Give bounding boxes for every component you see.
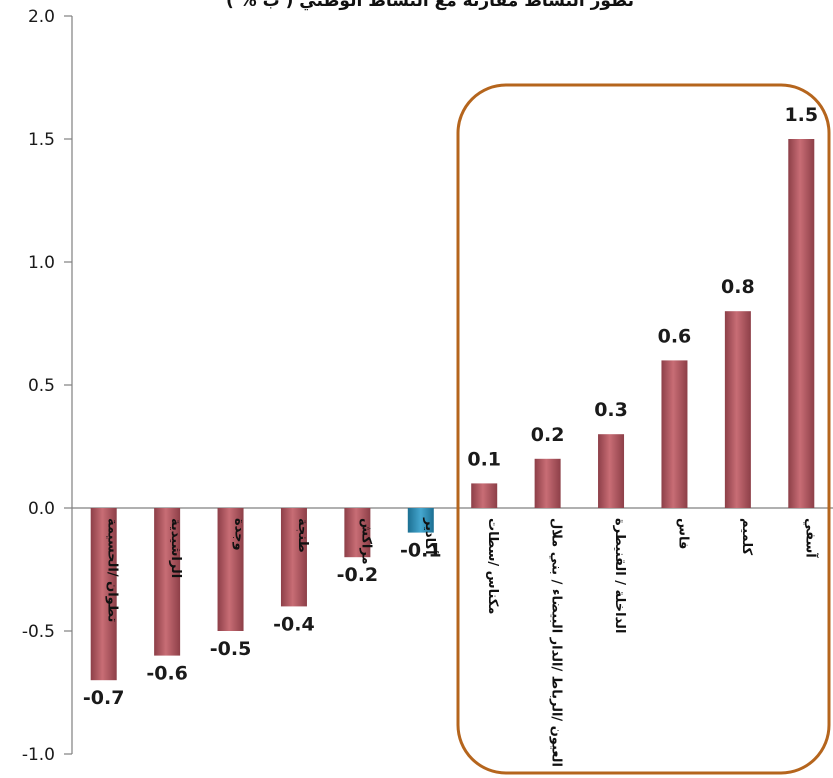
- data-label: 0.8: [721, 276, 755, 298]
- y-axis-ticks: 2.0 1.5 1.0 0.5 0.0 -0.5 -1.0: [22, 7, 72, 765]
- bar: [90, 508, 117, 681]
- data-label: -0.7: [83, 687, 125, 709]
- data-label: -0.4: [273, 613, 315, 635]
- category-label: مكناس /سطات: [485, 518, 500, 614]
- bar: [534, 458, 561, 508]
- bar: [471, 483, 498, 508]
- category-label: كلميم: [739, 518, 754, 556]
- y-tick-label: 0.5: [28, 376, 55, 396]
- data-label: 1.5: [784, 104, 818, 126]
- category-label: وجدة: [232, 518, 247, 551]
- bar: [217, 508, 244, 631]
- category-label: فاس: [675, 518, 690, 549]
- category-label: طنجة: [295, 518, 310, 553]
- highlight-box: [456, 83, 831, 775]
- y-tick-label: 0.0: [28, 499, 55, 519]
- data-label: -0.2: [337, 564, 379, 586]
- bar: [154, 508, 181, 656]
- data-label: -0.5: [210, 638, 252, 660]
- category-label: مراكش: [358, 518, 373, 565]
- category-label: الراشيدية: [168, 518, 183, 578]
- y-tick-label: -0.5: [22, 622, 55, 642]
- category-label: الداخلة / القنيطرة: [612, 518, 627, 633]
- y-tick-label: -1.0: [22, 745, 55, 765]
- data-label: 0.2: [531, 424, 565, 446]
- category-label: آسفي: [802, 518, 819, 558]
- bar: [344, 508, 371, 558]
- category-label: أكادير: [422, 517, 439, 555]
- bar: [280, 508, 307, 607]
- category-label: تطوان /الحسيمة: [105, 518, 120, 622]
- bar: [788, 139, 815, 508]
- data-label: -0.6: [146, 663, 188, 685]
- bar: [407, 508, 434, 533]
- y-tick-label: 2.0: [28, 7, 55, 27]
- bar: [598, 434, 625, 508]
- chart-title: تطور النشاط مقارنة مع النشاط الوطني ( ب …: [226, 0, 634, 11]
- y-tick-label: 1.5: [28, 130, 55, 150]
- category-label: العيون /الرباط /الدار البيضاء / بني ملال: [549, 518, 564, 767]
- data-label: 0.1: [467, 448, 501, 470]
- bar-series: -0.7 تطوان /الحسيمة -0.6 الراشيدية -0.5 وجدة -…: [83, 104, 819, 767]
- data-label: 0.3: [594, 399, 628, 421]
- data-label: 0.6: [658, 325, 692, 347]
- bar: [724, 311, 751, 508]
- bar: [661, 360, 688, 508]
- y-tick-label: 1.0: [28, 253, 55, 273]
- data-label: -0.1: [400, 540, 442, 562]
